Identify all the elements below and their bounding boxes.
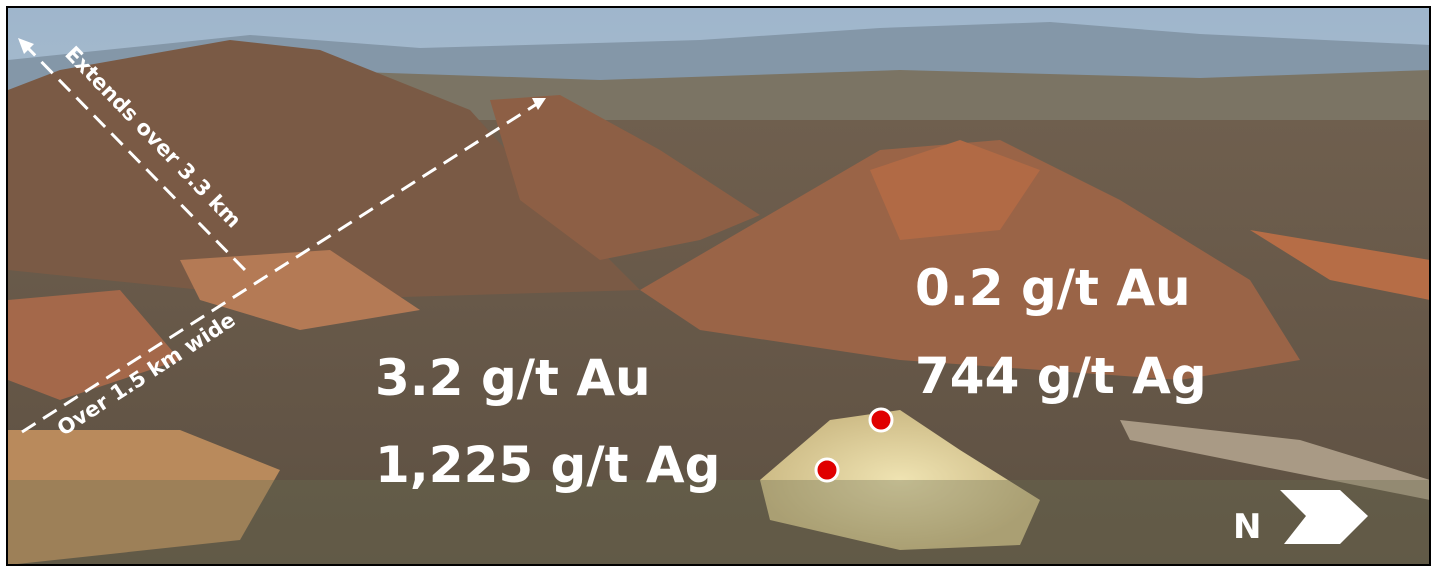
sample-au: 0.2 g/t Au (915, 259, 1191, 317)
sample-ag: 744 g/t Ag (915, 347, 1207, 405)
sample-au: 3.2 g/t Au (375, 349, 651, 407)
page: {"annotations": { "length": "Extends ove… (0, 0, 1437, 571)
sample-ag: 1,225 g/t Ag (375, 436, 720, 494)
north-label: N (1233, 507, 1261, 547)
annotated-photo: Extends over 3.3 km Over 1.5 km wide 3.2… (0, 0, 1437, 571)
sample-point (870, 409, 892, 431)
sample-point (816, 459, 838, 481)
